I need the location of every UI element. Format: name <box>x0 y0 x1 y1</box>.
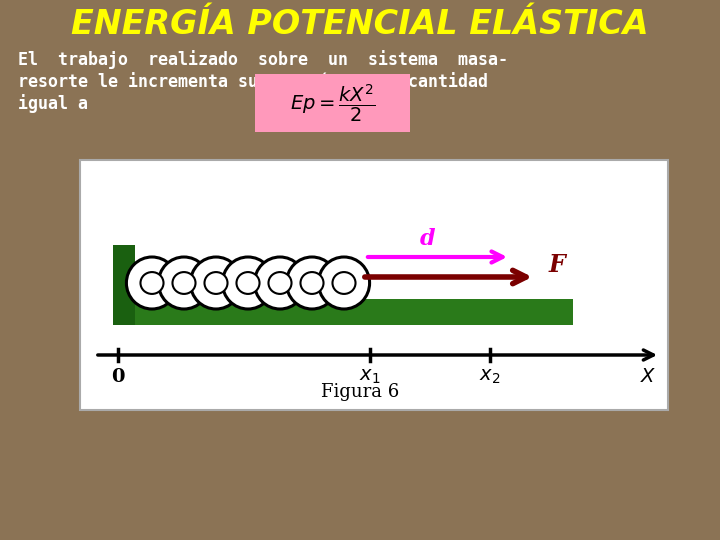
Ellipse shape <box>269 272 292 294</box>
Text: F: F <box>549 253 565 277</box>
Ellipse shape <box>300 272 323 294</box>
Ellipse shape <box>333 272 356 294</box>
Bar <box>113 245 135 325</box>
Ellipse shape <box>140 272 163 294</box>
Text: 0: 0 <box>112 368 125 386</box>
Text: resorte le incrementa su energía a una cantidad: resorte le incrementa su energía a una c… <box>18 72 488 91</box>
Ellipse shape <box>236 272 259 294</box>
Ellipse shape <box>222 257 274 309</box>
Ellipse shape <box>318 257 369 309</box>
Ellipse shape <box>204 272 228 294</box>
Text: $x_1$: $x_1$ <box>359 368 381 386</box>
Ellipse shape <box>190 257 242 309</box>
Ellipse shape <box>127 257 178 309</box>
Bar <box>118 299 573 325</box>
Text: $x_2$: $x_2$ <box>480 368 500 386</box>
Text: ENERGÍA POTENCIAL ELÁSTICA: ENERGÍA POTENCIAL ELÁSTICA <box>71 9 649 42</box>
Ellipse shape <box>287 257 338 309</box>
Ellipse shape <box>158 257 210 309</box>
Text: Figura 6: Figura 6 <box>321 383 399 401</box>
Text: $Ep = \dfrac{kX^{2}}{2}$: $Ep = \dfrac{kX^{2}}{2}$ <box>289 82 375 124</box>
Text: igual a: igual a <box>18 94 88 113</box>
Ellipse shape <box>173 272 196 294</box>
Bar <box>80 160 668 410</box>
Text: El  trabajo  realizado  sobre  un  sistema  masa-: El trabajo realizado sobre un sistema ma… <box>18 51 508 70</box>
Ellipse shape <box>254 257 305 309</box>
Text: d: d <box>420 228 436 250</box>
Bar <box>255 74 410 132</box>
Text: $X$: $X$ <box>639 368 657 386</box>
